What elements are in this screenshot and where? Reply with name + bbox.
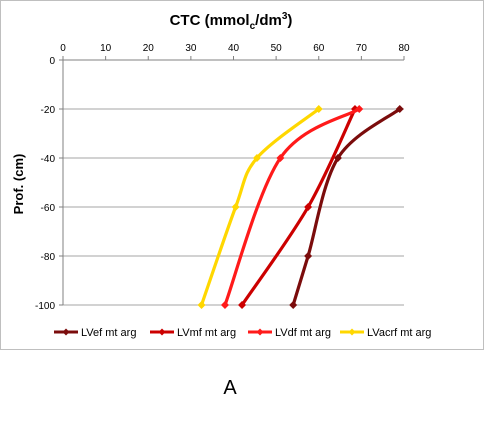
legend-item-3: LVdf mt arg: [248, 327, 331, 339]
legend-item-2: LVmf mt arg: [150, 327, 236, 339]
panel-label: A: [223, 377, 237, 399]
y-tick-label: -20: [41, 105, 56, 116]
y-tick-label: -40: [41, 154, 56, 165]
legend-label: LVacrf mt arg: [367, 327, 431, 339]
series-1: [289, 105, 404, 309]
data-point: [197, 301, 206, 309]
x-tick-label: 60: [313, 43, 325, 54]
x-tick-label: 50: [271, 43, 283, 54]
x-tick-label: 20: [143, 43, 155, 54]
legend-marker: [348, 328, 356, 336]
chart-title: CTC (mmolc/dm3): [170, 11, 293, 32]
x-tick-label: 10: [100, 43, 112, 54]
y-axis-label: Prof. (cm): [11, 154, 26, 215]
gridlines: [63, 59, 404, 306]
series-line: [291, 107, 402, 307]
y-tick-label: -60: [41, 203, 56, 214]
chart-frame: CTC (mmolc/dm3) Prof. (cm) 0 -20 -40 -60 -80…: [0, 0, 484, 350]
legend-marker: [256, 328, 264, 336]
axes: 0 -20 -40 -60 -80 -100 0 10 20 30 40 50 60 70 80: [35, 43, 410, 312]
legend-marker: [158, 328, 166, 336]
legend-item-1: LVef mt arg: [54, 327, 136, 339]
x-tick-label: 70: [356, 43, 368, 54]
data-point: [304, 252, 313, 260]
y-tick-label: 0: [49, 56, 55, 67]
data-point: [395, 105, 404, 113]
data-point: [276, 154, 285, 162]
chart: CTC (mmolc/dm3) Prof. (cm) 0 -20 -40 -60 -80…: [11, 11, 431, 339]
series-lines: [197, 105, 404, 309]
data-point: [231, 203, 240, 211]
series-line: [199, 107, 321, 307]
x-tick-label: 40: [228, 43, 240, 54]
series-3: [220, 105, 364, 309]
legend: LVef mt arg LVmf mt arg LVdf mt arg LVacrf …: [54, 327, 431, 339]
y-tick-label: -80: [41, 252, 56, 263]
data-point: [220, 301, 229, 309]
series-4: [197, 105, 323, 309]
legend-item-4: LVacrf mt arg: [340, 327, 431, 339]
data-point: [355, 105, 364, 113]
data-point: [252, 154, 261, 162]
legend-label: LVmf mt arg: [177, 327, 236, 339]
legend-label: LVdf mt arg: [275, 327, 331, 339]
series-line: [223, 107, 361, 307]
data-point: [314, 105, 323, 113]
x-tick-label: 0: [60, 43, 66, 54]
data-point: [289, 301, 298, 309]
y-tick-label: -100: [35, 301, 55, 312]
data-point: [333, 154, 342, 162]
x-tick-label: 80: [398, 43, 410, 54]
data-point: [304, 203, 313, 211]
x-tick-label: 30: [185, 43, 197, 54]
legend-label: LVef mt arg: [81, 327, 136, 339]
legend-marker: [62, 328, 70, 336]
data-point: [238, 301, 247, 309]
